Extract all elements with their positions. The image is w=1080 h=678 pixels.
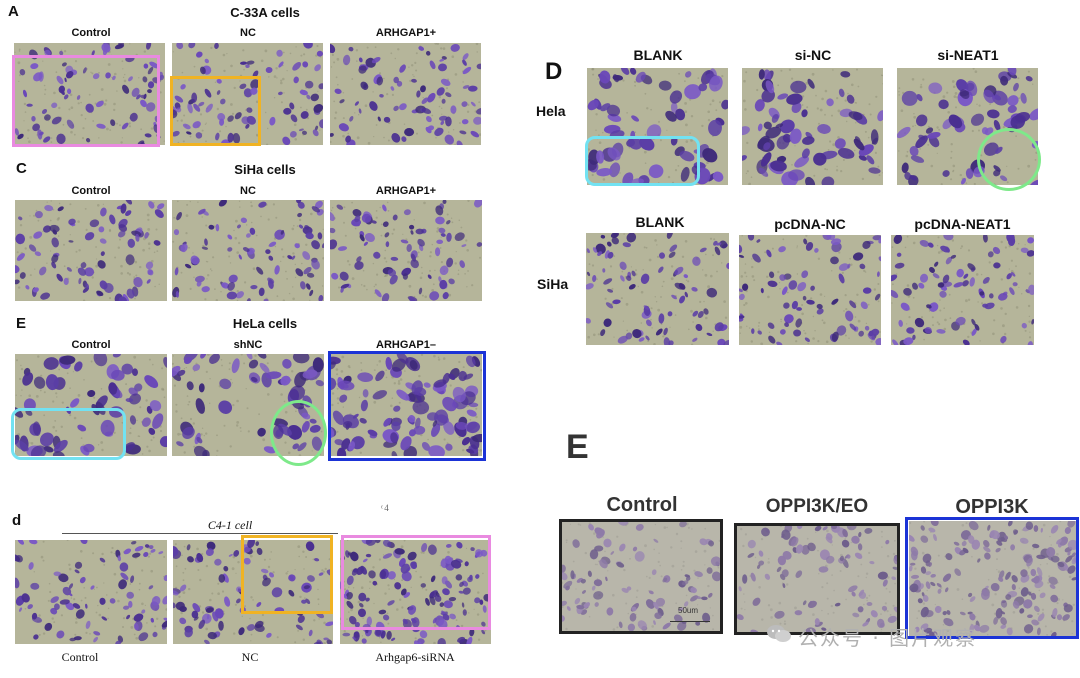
micrograph-e2-control <box>561 521 721 632</box>
frame-e2-control <box>559 519 723 634</box>
panel-d-r2-col-blank: BLANK <box>635 214 685 230</box>
micrograph-d-control <box>15 540 167 644</box>
highlight-box-cyan <box>11 408 126 460</box>
highlight-box-cyan-2 <box>585 136 700 186</box>
micrograph-c-control <box>15 200 167 301</box>
panel-a-title: C-33A cells <box>230 5 300 20</box>
scale-bar-label: 50um <box>678 606 699 615</box>
panel-d-col-nc: NC <box>241 650 259 664</box>
panel-a-col-nc: NC <box>240 27 256 39</box>
micrograph-dd-siha-pcdnaneat1 <box>891 235 1034 345</box>
panel-a-letter: A <box>8 3 19 20</box>
panel-e-right-col-oppi3k: OPPI3K <box>955 496 1029 518</box>
panel-d-header-line <box>62 533 338 534</box>
panel-e-left-title: HeLa cells <box>232 316 298 331</box>
panel-e-left-col-control: Control <box>71 339 111 351</box>
micrograph-dd-siha-blank <box>586 233 729 345</box>
panel-e-right-letter: E <box>566 428 589 466</box>
micrograph-dd-hela-sinc <box>742 68 883 185</box>
panel-a-col-arhgap1: ARHGAP1+ <box>375 27 437 39</box>
highlight-box-orange <box>170 76 261 146</box>
panel-e-right-col-oppi3keo: OPPI3K/EO <box>765 496 869 517</box>
highlight-box-blue-2 <box>905 517 1079 639</box>
micrograph-a-nc <box>172 43 323 145</box>
panel-d-col-control: Control <box>61 650 99 664</box>
panel-d-row-label-hela: Hela <box>536 103 566 119</box>
panel-d-r1-col-blank: BLANK <box>633 47 683 63</box>
highlight-box-blue <box>328 351 486 461</box>
panel-d-r2-col-pcdnanc: pcDNA-NC <box>774 216 846 232</box>
panel-c-letter: C <box>16 160 27 177</box>
panel-d-stray-text: ͨ 4 <box>382 503 389 513</box>
micrograph-a-arhgap1 <box>330 43 481 145</box>
highlight-circle-green <box>270 400 327 466</box>
panel-d-r2-col-pcdnaneat1: pcDNA-NEAT1 <box>914 216 1011 232</box>
panel-e-left-col-arhgap1-minus: ARHGAP1– <box>376 339 436 351</box>
micrograph-c-nc <box>172 200 324 301</box>
panel-e-left-letter: E <box>16 315 27 332</box>
panel-d-row-label-siha: SiHa <box>537 276 569 292</box>
micrograph-a-control <box>14 43 165 145</box>
highlight-box-pink <box>12 55 160 147</box>
panel-e-right-col-control: Control <box>606 494 678 516</box>
micrograph-dd-hela-blank <box>587 68 728 185</box>
panel-c-col-control: Control <box>71 185 111 197</box>
micrograph-c-arhgap1 <box>330 200 482 301</box>
micrograph-dd-siha-pcdnanc <box>739 235 881 345</box>
panel-c-title: SiHa cells <box>234 162 296 177</box>
micrograph-e2-oppi3k <box>909 521 1076 636</box>
panel-c-col-arhgap1: ARHGAP1+ <box>375 185 437 197</box>
wechat-icon <box>767 625 791 642</box>
panel-a-col-control: Control <box>71 27 111 39</box>
highlight-box-pink-2 <box>341 535 491 630</box>
watermark-text: 公众号 · 图片观察 <box>798 626 978 650</box>
highlight-circle-green-2 <box>977 128 1041 191</box>
highlight-box-orange-2 <box>241 535 333 614</box>
panel-d-title: C4-1 cell <box>207 518 253 532</box>
micrograph-d-nc <box>173 540 333 644</box>
micrograph-e-arhgap1-minus <box>330 354 482 456</box>
frame-e2-oppi3keo <box>734 523 900 635</box>
panel-c-col-nc: NC <box>240 185 256 197</box>
micrograph-d-arhgap6-sirna <box>340 540 491 644</box>
micrograph-e2-oppi3keo <box>736 525 898 633</box>
panel-d-big-letter: D <box>545 58 563 85</box>
panel-d-r1-col-sineat1: si-NEAT1 <box>937 47 999 63</box>
panel-e-left-col-shnc: shNC <box>233 339 263 351</box>
panel-d-r1-col-sinc: si-NC <box>794 47 832 63</box>
panel-d-small-letter: d <box>12 512 22 529</box>
panel-d-col-arhgap6-sirna: Arhgap6-siRNA <box>375 650 455 664</box>
scale-bar <box>670 621 710 622</box>
